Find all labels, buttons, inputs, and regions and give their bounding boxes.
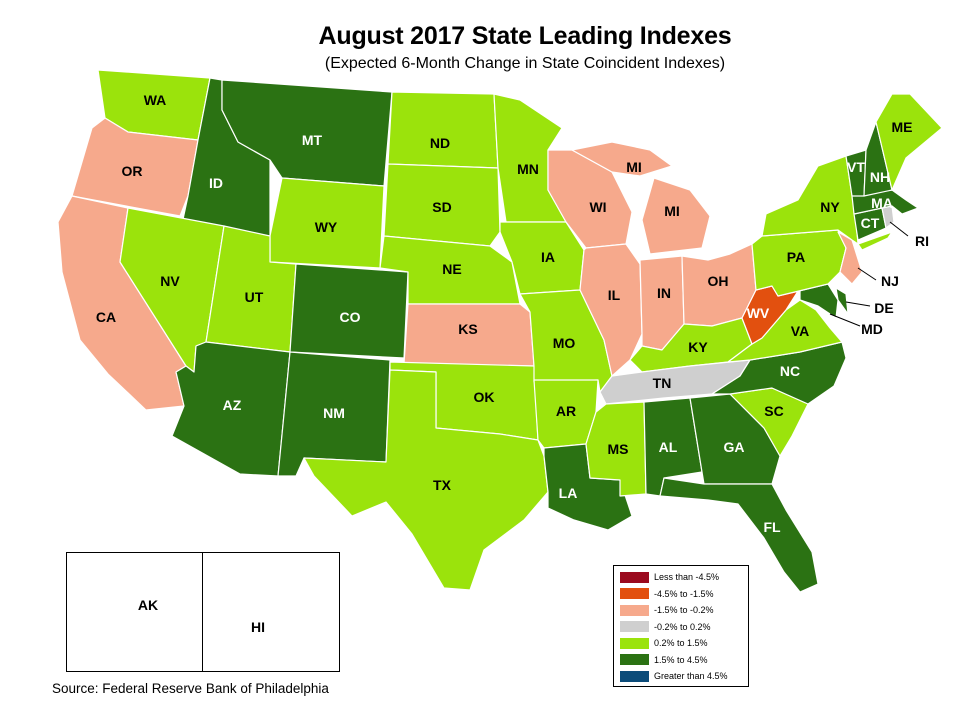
state-MI[interactable] bbox=[641, 177, 711, 255]
label-NV: NV bbox=[160, 273, 180, 289]
state-MI-upper[interactable] bbox=[571, 141, 673, 177]
label-NY: NY bbox=[820, 199, 840, 215]
legend-item: 1.5% to 4.5% bbox=[620, 652, 748, 669]
label-NE: NE bbox=[442, 261, 461, 277]
legend-swatch bbox=[620, 654, 649, 666]
legend-swatch bbox=[620, 637, 649, 649]
label-ID: ID bbox=[209, 175, 223, 191]
legend-item: Greater than 4.5% bbox=[620, 668, 748, 685]
label-OR: OR bbox=[122, 163, 143, 179]
legend-label: Less than -4.5% bbox=[654, 572, 720, 583]
label-SC: SC bbox=[764, 403, 783, 419]
legend-label: -1.5% to -0.2% bbox=[654, 605, 714, 616]
state-SD[interactable] bbox=[383, 163, 501, 247]
label-DE: DE bbox=[874, 300, 893, 316]
legend-label: -0.2% to 0.2% bbox=[654, 621, 711, 632]
legend-swatch bbox=[620, 604, 649, 616]
map-subtitle: (Expected 6-Month Change in State Coinci… bbox=[324, 55, 726, 72]
label-MS: MS bbox=[608, 441, 629, 457]
label-TN: TN bbox=[653, 375, 672, 391]
label-PA: PA bbox=[787, 249, 805, 265]
label-AZ: AZ bbox=[223, 397, 242, 413]
label-SD: SD bbox=[432, 199, 451, 215]
label-ME: ME bbox=[892, 119, 913, 135]
label-KS: KS bbox=[458, 321, 477, 337]
state-FL[interactable] bbox=[659, 477, 819, 593]
state-NY[interactable] bbox=[761, 155, 859, 245]
leader-MD bbox=[829, 313, 861, 327]
state-OR[interactable] bbox=[71, 117, 199, 217]
label-OH: OH bbox=[708, 273, 729, 289]
legend-swatch bbox=[620, 588, 649, 600]
label-CA: CA bbox=[96, 309, 116, 325]
state-NY-longisland[interactable] bbox=[857, 231, 893, 251]
hawaii-inset bbox=[202, 552, 340, 672]
label-WI: WI bbox=[589, 199, 606, 215]
state-MA[interactable] bbox=[851, 189, 919, 215]
legend: Less than -4.5% -4.5% to -1.5% -1.5% to … bbox=[613, 565, 749, 687]
legend-label: Greater than 4.5% bbox=[654, 671, 728, 682]
label-VA: VA bbox=[791, 323, 809, 339]
source-note: Source: Federal Reserve Bank of Philadel… bbox=[52, 681, 329, 696]
leader-DE bbox=[845, 301, 871, 307]
label-ND: ND bbox=[430, 135, 450, 151]
label-WA: WA bbox=[144, 92, 167, 108]
legend-label: 1.5% to 4.5% bbox=[654, 654, 708, 665]
label-MT: MT bbox=[302, 132, 323, 148]
legend-item: -4.5% to -1.5% bbox=[620, 586, 748, 603]
alaska-inset bbox=[66, 552, 204, 672]
legend-item: Less than -4.5% bbox=[620, 569, 748, 586]
state-IL[interactable] bbox=[579, 243, 643, 377]
map-title: August 2017 State Leading Indexes bbox=[318, 22, 732, 50]
label-NH: NH bbox=[870, 169, 890, 185]
label-MA: MA bbox=[871, 195, 893, 211]
legend-swatch bbox=[620, 571, 649, 583]
label-UT: UT bbox=[245, 289, 264, 305]
label-WV: WV bbox=[747, 305, 770, 321]
label-GA: GA bbox=[724, 439, 745, 455]
label-KY: KY bbox=[688, 339, 708, 355]
label-WY: WY bbox=[315, 219, 338, 235]
label-NM: NM bbox=[323, 405, 345, 421]
label-MO: MO bbox=[553, 335, 576, 351]
label-FL: FL bbox=[763, 519, 781, 535]
label-IA: IA bbox=[541, 249, 555, 265]
label-TX: TX bbox=[433, 477, 452, 493]
state-DE[interactable] bbox=[835, 287, 849, 315]
legend-swatch bbox=[620, 670, 649, 682]
label-RI: RI bbox=[915, 233, 929, 249]
label-MI-upper: MI bbox=[626, 159, 642, 175]
label-IL: IL bbox=[608, 287, 621, 303]
label-LA: LA bbox=[559, 485, 578, 501]
label-MN: MN bbox=[517, 161, 539, 177]
state-ME[interactable] bbox=[875, 93, 943, 191]
label-AL: AL bbox=[659, 439, 678, 455]
state-TX[interactable] bbox=[303, 369, 549, 591]
label-NC: NC bbox=[780, 363, 800, 379]
legend-label: 0.2% to 1.5% bbox=[654, 638, 708, 649]
legend-label: -4.5% to -1.5% bbox=[654, 588, 714, 599]
label-MD: MD bbox=[861, 321, 883, 337]
legend-item: 0.2% to 1.5% bbox=[620, 635, 748, 652]
label-OK: OK bbox=[474, 389, 495, 405]
label-VT: VT bbox=[847, 159, 865, 175]
label-MI: MI bbox=[664, 203, 680, 219]
label-AR: AR bbox=[556, 403, 576, 419]
state-WY[interactable] bbox=[269, 177, 385, 269]
legend-swatch bbox=[620, 621, 649, 633]
label-CO: CO bbox=[340, 309, 361, 325]
state-ND[interactable] bbox=[387, 91, 499, 169]
label-NJ: NJ bbox=[881, 273, 899, 289]
label-IN: IN bbox=[657, 285, 671, 301]
legend-item: -1.5% to -0.2% bbox=[620, 602, 748, 619]
leader-RI bbox=[889, 221, 909, 237]
label-CT: CT bbox=[861, 215, 880, 231]
leader-NJ bbox=[857, 267, 877, 281]
legend-item: -0.2% to 0.2% bbox=[620, 619, 748, 636]
